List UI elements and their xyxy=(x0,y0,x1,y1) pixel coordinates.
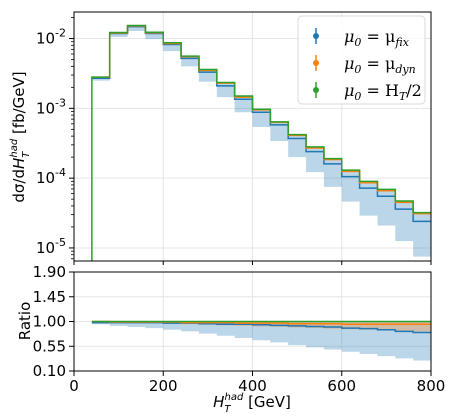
ratio-series-lines xyxy=(91,320,431,334)
main-series-lines xyxy=(91,24,431,261)
ratio-band-mu-fix xyxy=(91,321,431,361)
legend-marker xyxy=(313,87,319,93)
x-axis-title: HThad [GeV] xyxy=(213,392,291,415)
legend-marker xyxy=(313,60,319,66)
main-y-ticks: 10-5 10-4 10-3 10-2 xyxy=(36,17,74,260)
x-tick-label: 800 xyxy=(417,377,446,395)
legend-box xyxy=(297,15,426,105)
legend-entry-label: μ0 = HT/2 xyxy=(344,81,422,103)
main-panel: 10-5 10-4 10-3 10-2 dσ/dHThad [fb/GeV] μ0 =… xyxy=(9,11,432,262)
ratio-y-tick-label: 1.00 xyxy=(33,313,66,331)
legend-entry-label: μ0 = μfix xyxy=(344,27,410,49)
y-tick-label: 10-5 xyxy=(36,236,66,257)
ratio-y-ticks: 0.10 0.55 1.00 1.45 1.90 xyxy=(33,263,74,380)
ratio-x-ticks: 0 200 400 600 800 xyxy=(69,261,445,395)
legend: μ0 = μfix μ0 = μdyn μ0 = HT/2 xyxy=(297,15,426,105)
y-tick-label: 10-3 xyxy=(36,96,66,117)
legend-entry-label: μ0 = μdyn xyxy=(344,54,416,76)
ratio-y-tick-label: 0.55 xyxy=(33,337,66,355)
x-tick-label: 400 xyxy=(238,377,267,395)
line-ht-half xyxy=(91,24,431,261)
x-tick-label: 600 xyxy=(327,377,356,395)
x-tick-label: 200 xyxy=(149,377,178,395)
main-uncertainty-band xyxy=(91,25,431,257)
ratio-y-axis-title: Ratio xyxy=(16,302,34,341)
band-mu-fix xyxy=(91,25,431,257)
y-tick-label: 10-4 xyxy=(36,166,66,187)
ratio-line-mu-fix xyxy=(91,321,431,334)
ratio-y-tick-label: 0.10 xyxy=(33,362,66,380)
y-tick-label: 10-2 xyxy=(36,27,66,48)
ratio-panel: 0.10 0.55 1.00 1.45 1.90 0 200 400 600 800 Ratio… xyxy=(16,261,445,415)
ratio-y-tick-label: 1.45 xyxy=(33,288,66,306)
x-tick-label: 0 xyxy=(69,377,79,395)
main-y-axis-title: dσ/dHThad [fb/GeV] xyxy=(9,71,32,202)
ratio-y-tick-label: 1.90 xyxy=(33,263,66,281)
line-mu-fix xyxy=(91,25,431,223)
legend-marker xyxy=(313,33,319,39)
